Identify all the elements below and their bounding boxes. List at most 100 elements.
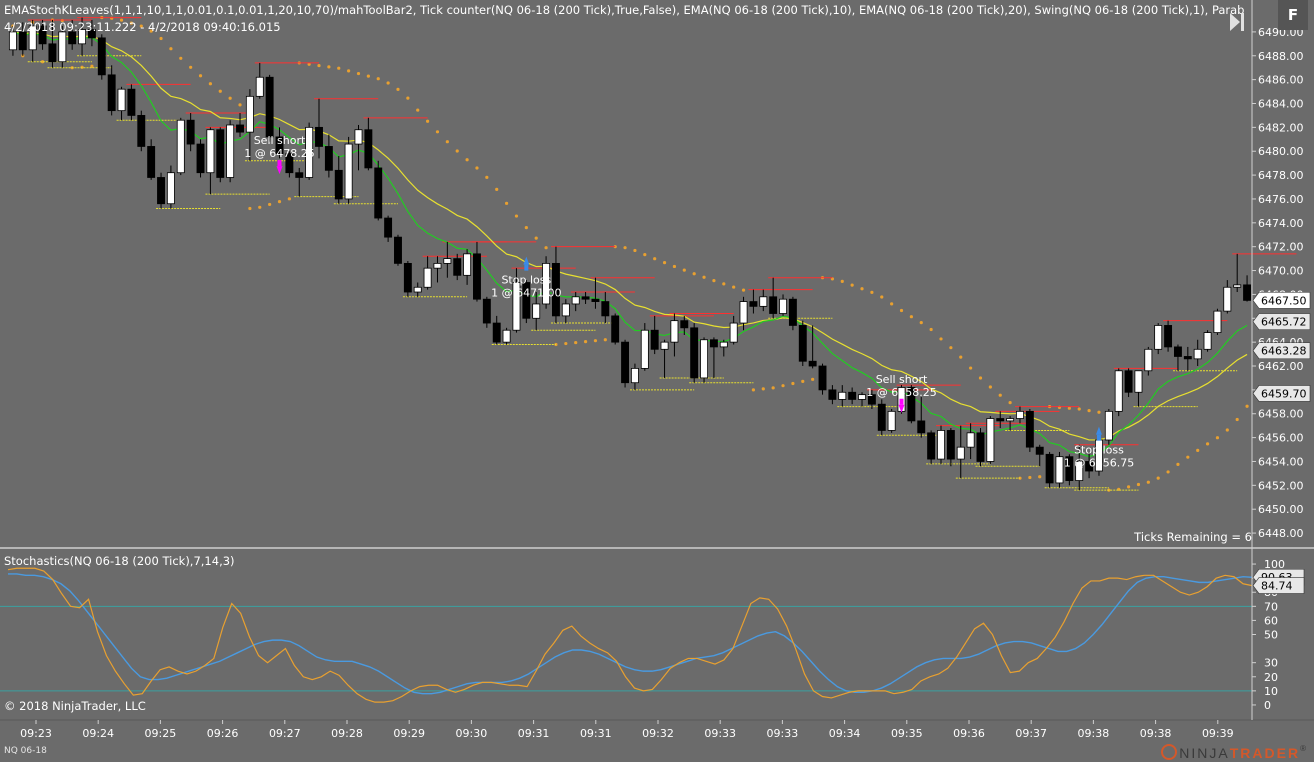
candle <box>28 25 37 51</box>
price-tick-label: 6452.00 <box>1258 479 1304 492</box>
time-tick-label: 09:25 <box>145 727 177 740</box>
time-tick-label: 09:31 <box>518 727 550 740</box>
psar-dot <box>445 140 449 144</box>
time-tick-label: 09:30 <box>456 727 488 740</box>
psar-dot <box>386 81 390 85</box>
candle <box>700 339 709 379</box>
candle <box>176 119 185 174</box>
candle <box>729 322 738 343</box>
psar-dot <box>1186 455 1190 459</box>
candle <box>522 282 531 319</box>
candle <box>719 341 728 348</box>
price-tick-label: 6472.00 <box>1258 241 1304 254</box>
psar-dot <box>307 62 311 66</box>
candle <box>591 298 600 302</box>
psar-dot <box>801 379 805 384</box>
psar-dot <box>988 385 992 389</box>
candle <box>1025 410 1034 448</box>
trade-label: Stop loss <box>501 274 551 287</box>
candle <box>473 253 481 300</box>
candle <box>58 31 67 63</box>
psar-dot <box>919 321 923 325</box>
candle <box>463 253 472 276</box>
price-tick-label: 6454.00 <box>1258 455 1304 468</box>
candle <box>1045 453 1054 484</box>
psar-dot <box>939 337 943 341</box>
candle <box>946 430 955 460</box>
psar-dot <box>317 63 321 68</box>
psar-dot <box>1176 462 1180 466</box>
price-tick-label: 6450.00 <box>1258 503 1304 516</box>
price-tick-label: 6470.00 <box>1258 265 1304 278</box>
candle <box>186 119 195 145</box>
psar-dot <box>287 197 291 201</box>
candle <box>828 389 837 400</box>
psar-dot <box>751 388 756 392</box>
psar-dot <box>327 65 331 69</box>
candle <box>887 410 896 431</box>
fast-forward-button[interactable] <box>1229 12 1245 32</box>
psar-dot <box>682 268 686 272</box>
psar-dot <box>1215 436 1220 440</box>
psar-dot <box>495 187 499 191</box>
psar-dot <box>771 386 775 390</box>
logo-registered: ® <box>1300 744 1308 753</box>
psar-dot <box>475 166 479 170</box>
candle <box>690 327 699 379</box>
trade-sub-label: 1 @ 6471.00 <box>491 287 561 300</box>
psar-dot <box>880 295 884 299</box>
instrument-label: NQ 06-18 <box>4 746 47 756</box>
candle <box>660 341 669 350</box>
candle <box>245 95 254 133</box>
candle <box>1164 325 1173 348</box>
psar-dot <box>1038 475 1042 479</box>
price-tick-label: 6488.00 <box>1258 50 1304 63</box>
psar-dot <box>465 158 469 162</box>
candle <box>403 262 412 293</box>
candle <box>196 143 205 174</box>
time-tick-label: 09:34 <box>829 727 861 740</box>
time-tick-label: 09:24 <box>82 727 114 740</box>
candle <box>97 37 106 76</box>
psar-dot <box>741 288 746 292</box>
candle <box>78 29 87 45</box>
ninjatrader-logo: NINJATRADER® <box>1161 744 1308 761</box>
stoch-tick-label: 30 <box>1264 657 1278 670</box>
psar-dot <box>277 199 282 204</box>
candle <box>433 262 442 269</box>
candle <box>512 282 521 331</box>
price-marker <box>1252 313 1311 330</box>
candle <box>1243 284 1252 301</box>
price-marker-label: 6465.72 <box>1261 316 1307 329</box>
candle <box>1233 284 1242 288</box>
time-tick-label: 09:35 <box>891 727 923 740</box>
f-button[interactable]: F <box>1278 0 1308 30</box>
candle <box>226 124 235 178</box>
candle <box>611 315 620 343</box>
stoch-tick-label: 100 <box>1264 558 1285 571</box>
candle <box>48 43 57 63</box>
psar-dot <box>228 96 232 100</box>
candle <box>315 126 323 147</box>
candle <box>1065 456 1074 481</box>
candle <box>1035 446 1044 455</box>
psar-dot <box>1196 448 1200 452</box>
candle <box>927 432 936 460</box>
psar-dot <box>169 47 173 51</box>
stoch-d-line <box>8 573 1253 695</box>
stoch-tick-label: 20 <box>1264 671 1278 684</box>
ticks-remaining-label: Ticks Remaining = 6 <box>1134 530 1252 544</box>
date-range: 4/2/2018 09:23:11.222 - 4/2/2018 09:40:1… <box>4 20 281 34</box>
candle <box>838 391 847 400</box>
psar-dot <box>959 355 963 359</box>
candle <box>581 296 590 300</box>
time-tick-label: 09:36 <box>953 727 985 740</box>
candle <box>976 432 985 462</box>
psar-dot <box>998 393 1002 397</box>
psar-dot <box>860 287 864 291</box>
psar-dot <box>1126 485 1131 489</box>
candle <box>344 143 353 200</box>
stop-arrow <box>1095 426 1102 435</box>
candle <box>236 124 244 133</box>
